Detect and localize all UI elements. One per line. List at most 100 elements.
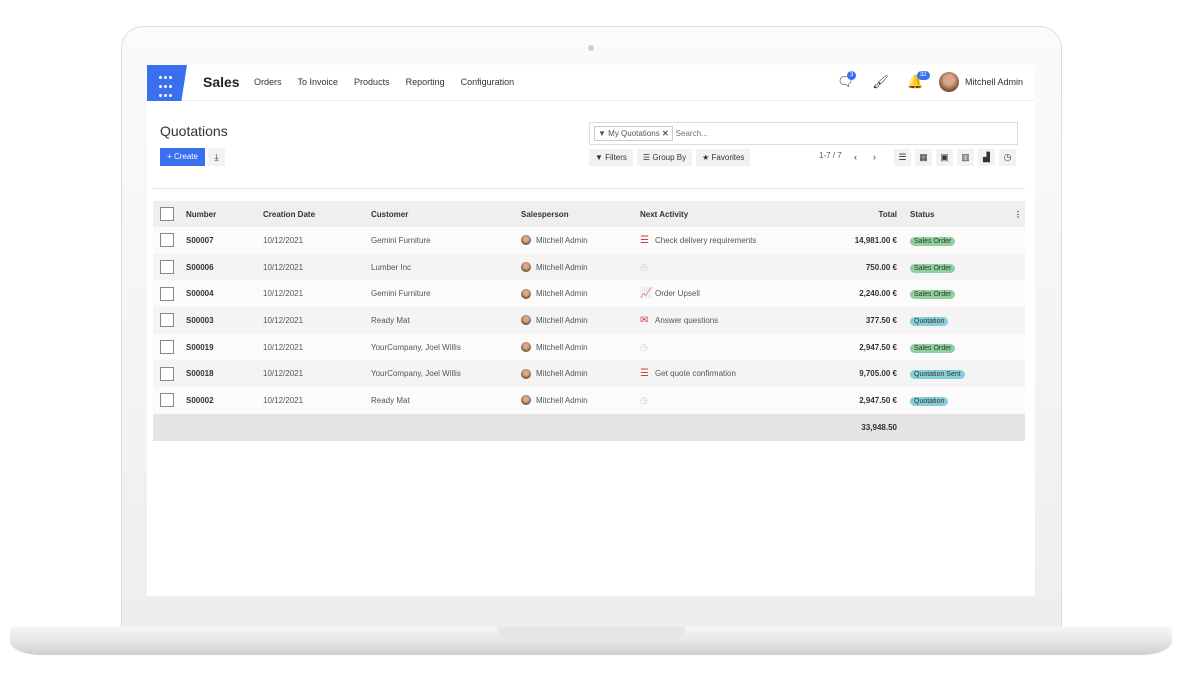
quotations-table: Number Creation Date Customer Salesperso… <box>153 201 1025 441</box>
create-button[interactable]: + Create <box>160 148 205 166</box>
table-header: Number Creation Date Customer Salesperso… <box>153 201 1025 227</box>
row-checkbox[interactable] <box>160 366 174 381</box>
row-checkbox[interactable] <box>160 313 174 328</box>
table-row[interactable]: S00007 10/12/2021 Gemini Furniture Mitch… <box>153 227 1025 254</box>
activities-badge: 32 <box>916 71 930 80</box>
chart-line-icon[interactable]: 📈 <box>640 288 653 300</box>
order-number: S00007 <box>186 235 214 245</box>
pivot-view-icon[interactable]: ▥ <box>957 149 974 166</box>
menu-reporting[interactable]: Reporting <box>405 77 445 87</box>
group-by-button[interactable]: ☰ Group By <box>636 149 693 166</box>
search-input[interactable] <box>675 129 976 138</box>
order-total: 14,981.00 € <box>854 235 897 245</box>
table-row[interactable]: S00003 10/12/2021 Ready Mat Mitchell Adm… <box>153 307 1025 334</box>
favorites-label: Favorites <box>711 153 745 162</box>
table-row[interactable]: S00002 10/12/2021 Ready Mat Mitchell Adm… <box>153 387 1025 414</box>
header-customer[interactable]: Customer <box>371 201 521 227</box>
graph-view-icon[interactable]: ▟ <box>978 149 995 166</box>
customer: Lumber Inc <box>371 262 412 272</box>
table-row[interactable]: S00019 10/12/2021 YourCompany, Joel Will… <box>153 333 1025 361</box>
table-row[interactable]: S00018 10/12/2021 YourCompany, Joel Will… <box>153 360 1025 388</box>
salesperson: Mitchell Admin <box>536 262 588 272</box>
avatar <box>521 262 531 273</box>
order-number: S00018 <box>186 369 214 379</box>
laptop-notch <box>497 627 685 639</box>
activity-summary: Get quote confirmation <box>655 369 736 379</box>
user-name[interactable]: Mitchell Admin <box>964 77 1023 87</box>
clock-icon[interactable]: ◷ <box>640 341 648 352</box>
row-checkbox[interactable] <box>160 286 174 301</box>
avatar <box>521 368 531 379</box>
chevron-left-icon[interactable]: ‹ <box>847 149 864 166</box>
header-total[interactable]: Total <box>830 201 910 227</box>
camera <box>588 45 594 51</box>
salesperson: Mitchell Admin <box>536 369 588 379</box>
row-checkbox[interactable] <box>160 260 174 275</box>
search-options: ▼ Filters ☰ Group By ★ Favorites <box>589 149 751 166</box>
favorites-button[interactable]: ★ Favorites <box>696 149 751 166</box>
row-checkbox[interactable] <box>160 233 174 248</box>
app-brand[interactable]: Sales <box>203 74 240 90</box>
messages-badge: 3 <box>846 71 857 80</box>
customer: YourCompany, Joel Willis <box>371 342 461 352</box>
view-switcher: ☰ ▦ ▣ ▥ ▟ ◷ <box>894 149 1016 166</box>
page-title: Quotations <box>160 123 228 139</box>
salesperson: Mitchell Admin <box>536 235 588 245</box>
avatar[interactable] <box>938 72 959 92</box>
avatar <box>521 288 531 299</box>
table-footer: 33,948.50 <box>153 413 1025 441</box>
list-view-icon[interactable]: ☰ <box>894 149 911 166</box>
tasks-icon[interactable]: ☰ <box>640 368 649 380</box>
status-badge: Sales Order <box>910 236 956 246</box>
paintbrush-icon[interactable]: 🖌 <box>872 74 889 89</box>
order-total: 2,947.50 € <box>859 342 897 352</box>
bell-icon[interactable]: 🔔 32 <box>898 71 933 90</box>
search-facet: ▼ My Quotations ✕ <box>594 126 673 141</box>
select-all-checkbox[interactable] <box>160 207 174 221</box>
table-row[interactable]: S00004 10/12/2021 Gemini Furniture Mitch… <box>153 280 1025 308</box>
salesperson: Mitchell Admin <box>536 395 588 405</box>
filters-button[interactable]: ▼ Filters <box>589 149 633 166</box>
header-status[interactable]: Status ⋮ <box>910 201 1025 227</box>
creation-date: 10/12/2021 <box>263 395 304 405</box>
order-number: S00019 <box>186 342 214 352</box>
chevron-right-icon[interactable]: › <box>866 149 883 166</box>
download-icon[interactable]: ⤓ <box>208 148 225 166</box>
table-row[interactable]: S00006 10/12/2021 Lumber Inc Mitchell Ad… <box>153 253 1025 281</box>
pager-value[interactable]: 1-7 / 7 <box>819 151 842 160</box>
envelope-icon[interactable]: ✉ <box>640 314 649 326</box>
activity-summary: Check delivery requirements <box>655 235 757 245</box>
header-date[interactable]: Creation Date <box>263 201 371 227</box>
header-salesperson[interactable]: Salesperson <box>521 201 640 227</box>
status-badge: Sales Order <box>910 263 956 273</box>
menu-orders[interactable]: Orders <box>254 77 282 87</box>
status-badge: Quotation <box>910 396 949 406</box>
order-number: S00006 <box>186 262 214 272</box>
header-number[interactable]: Number <box>186 201 263 227</box>
remove-facet-icon[interactable]: ✕ <box>661 129 669 138</box>
activity-summary: Order Upsell <box>655 289 700 299</box>
calendar-view-icon[interactable]: ▣ <box>936 149 953 166</box>
menu-to-invoice[interactable]: To Invoice <box>297 77 339 87</box>
clock-icon[interactable]: ◷ <box>640 261 648 272</box>
avatar <box>521 342 531 353</box>
clock-icon[interactable]: ◷ <box>640 394 648 405</box>
tasks-icon[interactable]: ☰ <box>640 234 649 246</box>
menu-configuration[interactable]: Configuration <box>460 77 515 87</box>
menu-products[interactable]: Products <box>354 77 390 87</box>
header-activity[interactable]: Next Activity <box>640 201 830 227</box>
creation-date: 10/12/2021 <box>263 262 304 272</box>
salesperson: Mitchell Admin <box>536 315 588 325</box>
apps-menu-icon[interactable] <box>147 65 187 101</box>
messages-icon[interactable]: 🗨 3 <box>828 71 863 90</box>
customer: Gemini Furniture <box>371 289 431 299</box>
order-total: 2,947.50 € <box>859 395 897 405</box>
row-checkbox[interactable] <box>160 340 174 355</box>
kanban-view-icon[interactable]: ▦ <box>915 149 932 166</box>
creation-date: 10/12/2021 <box>263 369 304 379</box>
avatar <box>521 395 531 406</box>
row-checkbox[interactable] <box>160 393 174 408</box>
creation-date: 10/12/2021 <box>263 315 304 325</box>
activity-view-icon[interactable]: ◷ <box>999 149 1016 166</box>
optional-columns-icon[interactable]: ⋮ <box>1014 209 1022 219</box>
